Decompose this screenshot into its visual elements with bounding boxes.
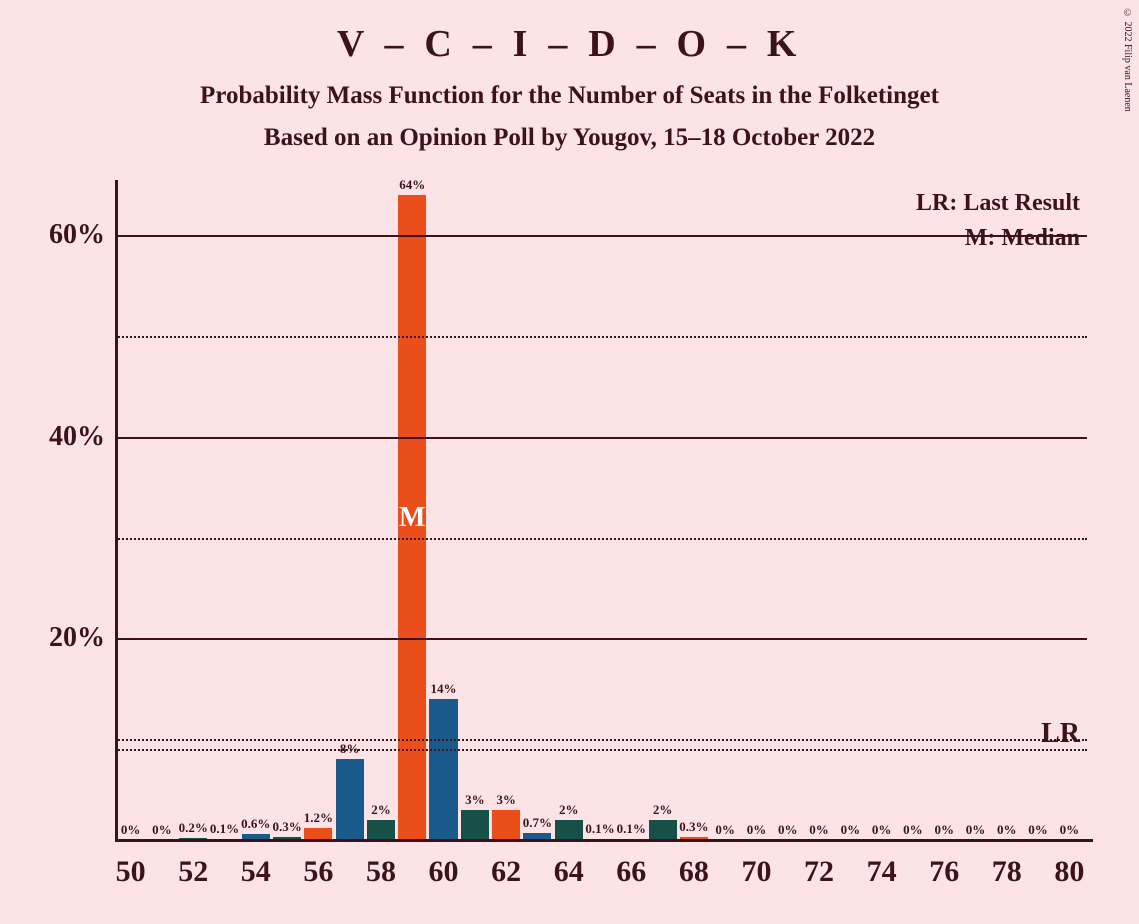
bar-value-label: 0.6% <box>241 816 270 832</box>
bar-value-label: 0% <box>809 822 829 838</box>
bar: 3% <box>492 810 520 840</box>
bar-value-label: 0.3% <box>679 819 708 835</box>
y-tick-label: 40% <box>49 421 105 453</box>
x-tick-label: 50 <box>116 855 146 889</box>
x-tick-label: 54 <box>241 855 271 889</box>
bar-value-label: 0.1% <box>585 821 614 837</box>
bar-value-label: 0% <box>121 822 141 838</box>
bar: 2% <box>367 820 395 840</box>
gridline <box>115 437 1087 439</box>
bar-value-label: 0% <box>152 822 172 838</box>
bar-value-label: 0% <box>1060 822 1080 838</box>
x-tick-label: 52 <box>178 855 208 889</box>
bar: 2% <box>555 820 583 840</box>
bar: 8% <box>336 759 364 840</box>
bar-value-label: 0% <box>747 822 767 838</box>
bar-value-label: 0% <box>903 822 923 838</box>
x-tick-label: 68 <box>679 855 709 889</box>
x-tick-label: 72 <box>804 855 834 889</box>
x-tick-label: 76 <box>929 855 959 889</box>
bar-value-label: 0% <box>934 822 954 838</box>
chart-subtitle: Probability Mass Function for the Number… <box>0 82 1139 110</box>
bar-value-label: 2% <box>559 802 579 818</box>
bar-value-label: 0.2% <box>179 820 208 836</box>
bar-value-label: 0% <box>1028 822 1048 838</box>
x-tick-label: 66 <box>616 855 646 889</box>
bar-value-label: 64% <box>399 177 425 193</box>
chart-title: V – C – I – D – O – K <box>0 0 1139 66</box>
y-tick-label: 60% <box>49 219 105 251</box>
gridline <box>115 638 1087 640</box>
gridline <box>115 739 1087 741</box>
lr-line <box>115 749 1087 751</box>
x-tick-label: 74 <box>867 855 897 889</box>
copyright-text: © 2022 Filip van Laenen <box>1122 8 1133 112</box>
bar-value-label: 0% <box>872 822 892 838</box>
bar-value-label: 0% <box>778 822 798 838</box>
x-tick-label: 80 <box>1054 855 1084 889</box>
x-tick-label: 78 <box>992 855 1022 889</box>
bar-value-label: 0% <box>997 822 1017 838</box>
median-mark: M <box>399 502 425 534</box>
x-tick-label: 62 <box>491 855 521 889</box>
gridline <box>115 538 1087 540</box>
bar-value-label: 0.1% <box>617 821 646 837</box>
bar-value-label: 0.3% <box>272 819 301 835</box>
chart-area: LR: Last Result M: Median 0%0%0.2%0.1%0.… <box>115 185 1110 840</box>
bar-value-label: 3% <box>496 792 516 808</box>
x-tick-label: 64 <box>554 855 584 889</box>
y-tick-label: 20% <box>49 622 105 654</box>
x-tick-label: 60 <box>429 855 459 889</box>
gridline <box>115 235 1087 237</box>
bar-value-label: 0% <box>966 822 986 838</box>
x-tick-label: 56 <box>303 855 333 889</box>
x-axis-line <box>115 839 1093 842</box>
bar-value-label: 0.7% <box>523 815 552 831</box>
chart-subtitle2: Based on an Opinion Poll by Yougov, 15–1… <box>0 124 1139 152</box>
x-tick-label: 70 <box>741 855 771 889</box>
bar-value-label: 0.1% <box>210 821 239 837</box>
bar-value-label: 1.2% <box>304 810 333 826</box>
plot-area: 0%0%0.2%0.1%0.6%0.3%1.2%8%2%64%14%3%3%0.… <box>115 185 1085 840</box>
bar-value-label: 0% <box>841 822 861 838</box>
bar: 14% <box>429 699 457 840</box>
lr-mark: LR <box>1041 718 1080 750</box>
bar-value-label: 2% <box>371 802 391 818</box>
bar-value-label: 3% <box>465 792 485 808</box>
gridline <box>115 336 1087 338</box>
bar-value-label: 0% <box>715 822 735 838</box>
bar-value-label: 14% <box>431 681 457 697</box>
x-tick-label: 58 <box>366 855 396 889</box>
bar: 3% <box>461 810 489 840</box>
bar: 2% <box>649 820 677 840</box>
bar-value-label: 2% <box>653 802 673 818</box>
